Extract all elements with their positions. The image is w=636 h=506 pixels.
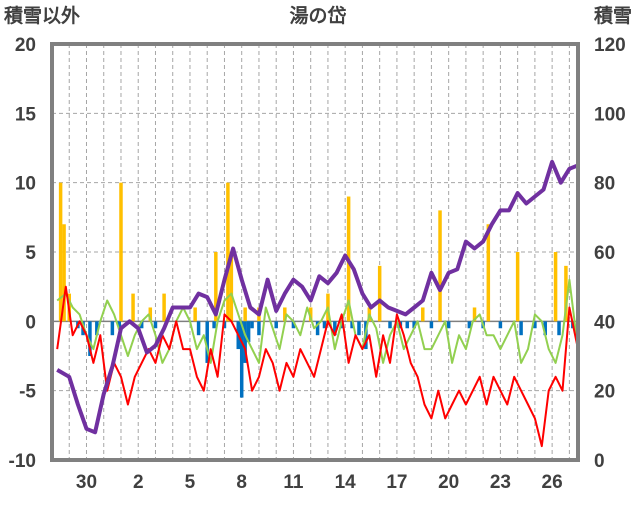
x-axis-ticks: 30 2 5 8 11 14 17 20 23 26 [76,472,563,493]
snow-change-bar [139,321,144,329]
precip-bar [226,182,230,322]
precip-bar [377,265,382,322]
x-tick-label: 23 [490,472,511,493]
x-tick-label: 14 [335,472,357,493]
snow-change-bar [333,321,337,336]
y-right-tick-label: 100 [594,104,626,125]
precip-bar [214,252,218,322]
snow-change-bar [222,321,227,329]
precip-bar [229,252,234,322]
precip-bar [148,307,153,322]
right-axis-ticks: 120 100 80 60 40 20 0 [594,35,626,472]
snow-change-bar [322,321,327,329]
temp-min-line [56,285,579,448]
snow-change-bar [246,321,251,343]
y-right-tick-label: 20 [594,382,615,403]
snow-change-bar [205,321,209,363]
snow-change-bar [388,321,392,329]
precip-bar [243,307,247,322]
precip-bar [515,252,520,322]
x-tick-label: 17 [386,472,407,493]
precip-bar [131,293,135,322]
y-left-tick-label: 15 [15,104,37,125]
x-tick-label: 5 [185,472,196,493]
precip-bar [193,307,197,322]
y-right-tick-label: 40 [594,312,615,333]
snow-change-bar [543,321,547,336]
precip-bar [58,182,63,322]
x-tick-label: 26 [542,472,563,493]
snow-change-bar [446,321,451,329]
precip-bar [486,224,491,322]
snow-change-bar [243,321,247,363]
y-right-tick-label: 0 [594,451,605,472]
precip-bar [438,210,442,322]
y-right-tick-label: 60 [594,243,615,264]
snow-change-bar [315,321,320,336]
y-left-tick-label: 20 [15,35,36,56]
x-tick-label: 8 [236,472,247,493]
left-axis-ticks: 20 15 10 5 0 -5 -10 [9,35,37,472]
snow-change-bar [153,321,158,329]
horizontal-gridlines [52,112,578,392]
series-lines [56,159,579,448]
y-right-axis-title: 積雪 [594,4,632,27]
snow-change-bar [533,321,537,329]
precip-bar [421,307,425,322]
y-left-tick-label: -10 [9,451,36,472]
x-tick-label: 11 [283,472,304,493]
x-tick-label: 2 [133,472,144,493]
snow-change-bar [110,321,115,336]
x-tick-label: 30 [76,472,97,493]
precip-bar [162,293,166,322]
y-left-axis-title: 積雪以外 [4,4,80,27]
snow-change-bar [412,321,416,329]
precip-bar [564,265,568,322]
precip-bar [119,182,123,322]
precip-bars [58,182,568,322]
snow-change-bar [467,321,472,329]
y-right-tick-label: 120 [594,35,626,56]
y-left-tick-label: -5 [19,382,36,403]
snow-change-bar [350,321,354,329]
y-right-tick-label: 80 [594,174,615,195]
snow-change-bar [291,321,296,329]
snow-change-bar [257,321,261,336]
x-tick-label: 20 [438,472,459,493]
y-left-tick-label: 0 [25,312,36,333]
precip-bar [472,307,477,322]
snow-change-bar [95,321,99,336]
snow-change-bar [117,321,122,329]
snow-change-bar [239,321,244,398]
chart-title: 湯の岱 [289,4,346,27]
snow-change-bar [274,321,278,329]
precip-bar [553,252,558,322]
precip-bar [308,307,313,322]
precip-bar [283,307,287,322]
y-left-tick-label: 10 [15,174,36,195]
precip-bar [62,224,66,322]
snow-change-bar [557,321,561,336]
temp-max-line [56,278,579,364]
snow-change-bar [212,321,216,329]
snow-change-bar [88,321,92,356]
snow-change-bar [250,321,254,329]
snow-change-bar [429,321,434,329]
y-left-tick-label: 5 [25,243,36,264]
plot-frame [50,42,580,462]
snow-change-bar [498,321,503,329]
snow-change-bar [519,321,523,336]
snow-change-bar [357,321,361,336]
snow-change-bar [196,321,201,336]
snow-change-bar [405,321,410,329]
snow-depth-line [56,159,579,435]
